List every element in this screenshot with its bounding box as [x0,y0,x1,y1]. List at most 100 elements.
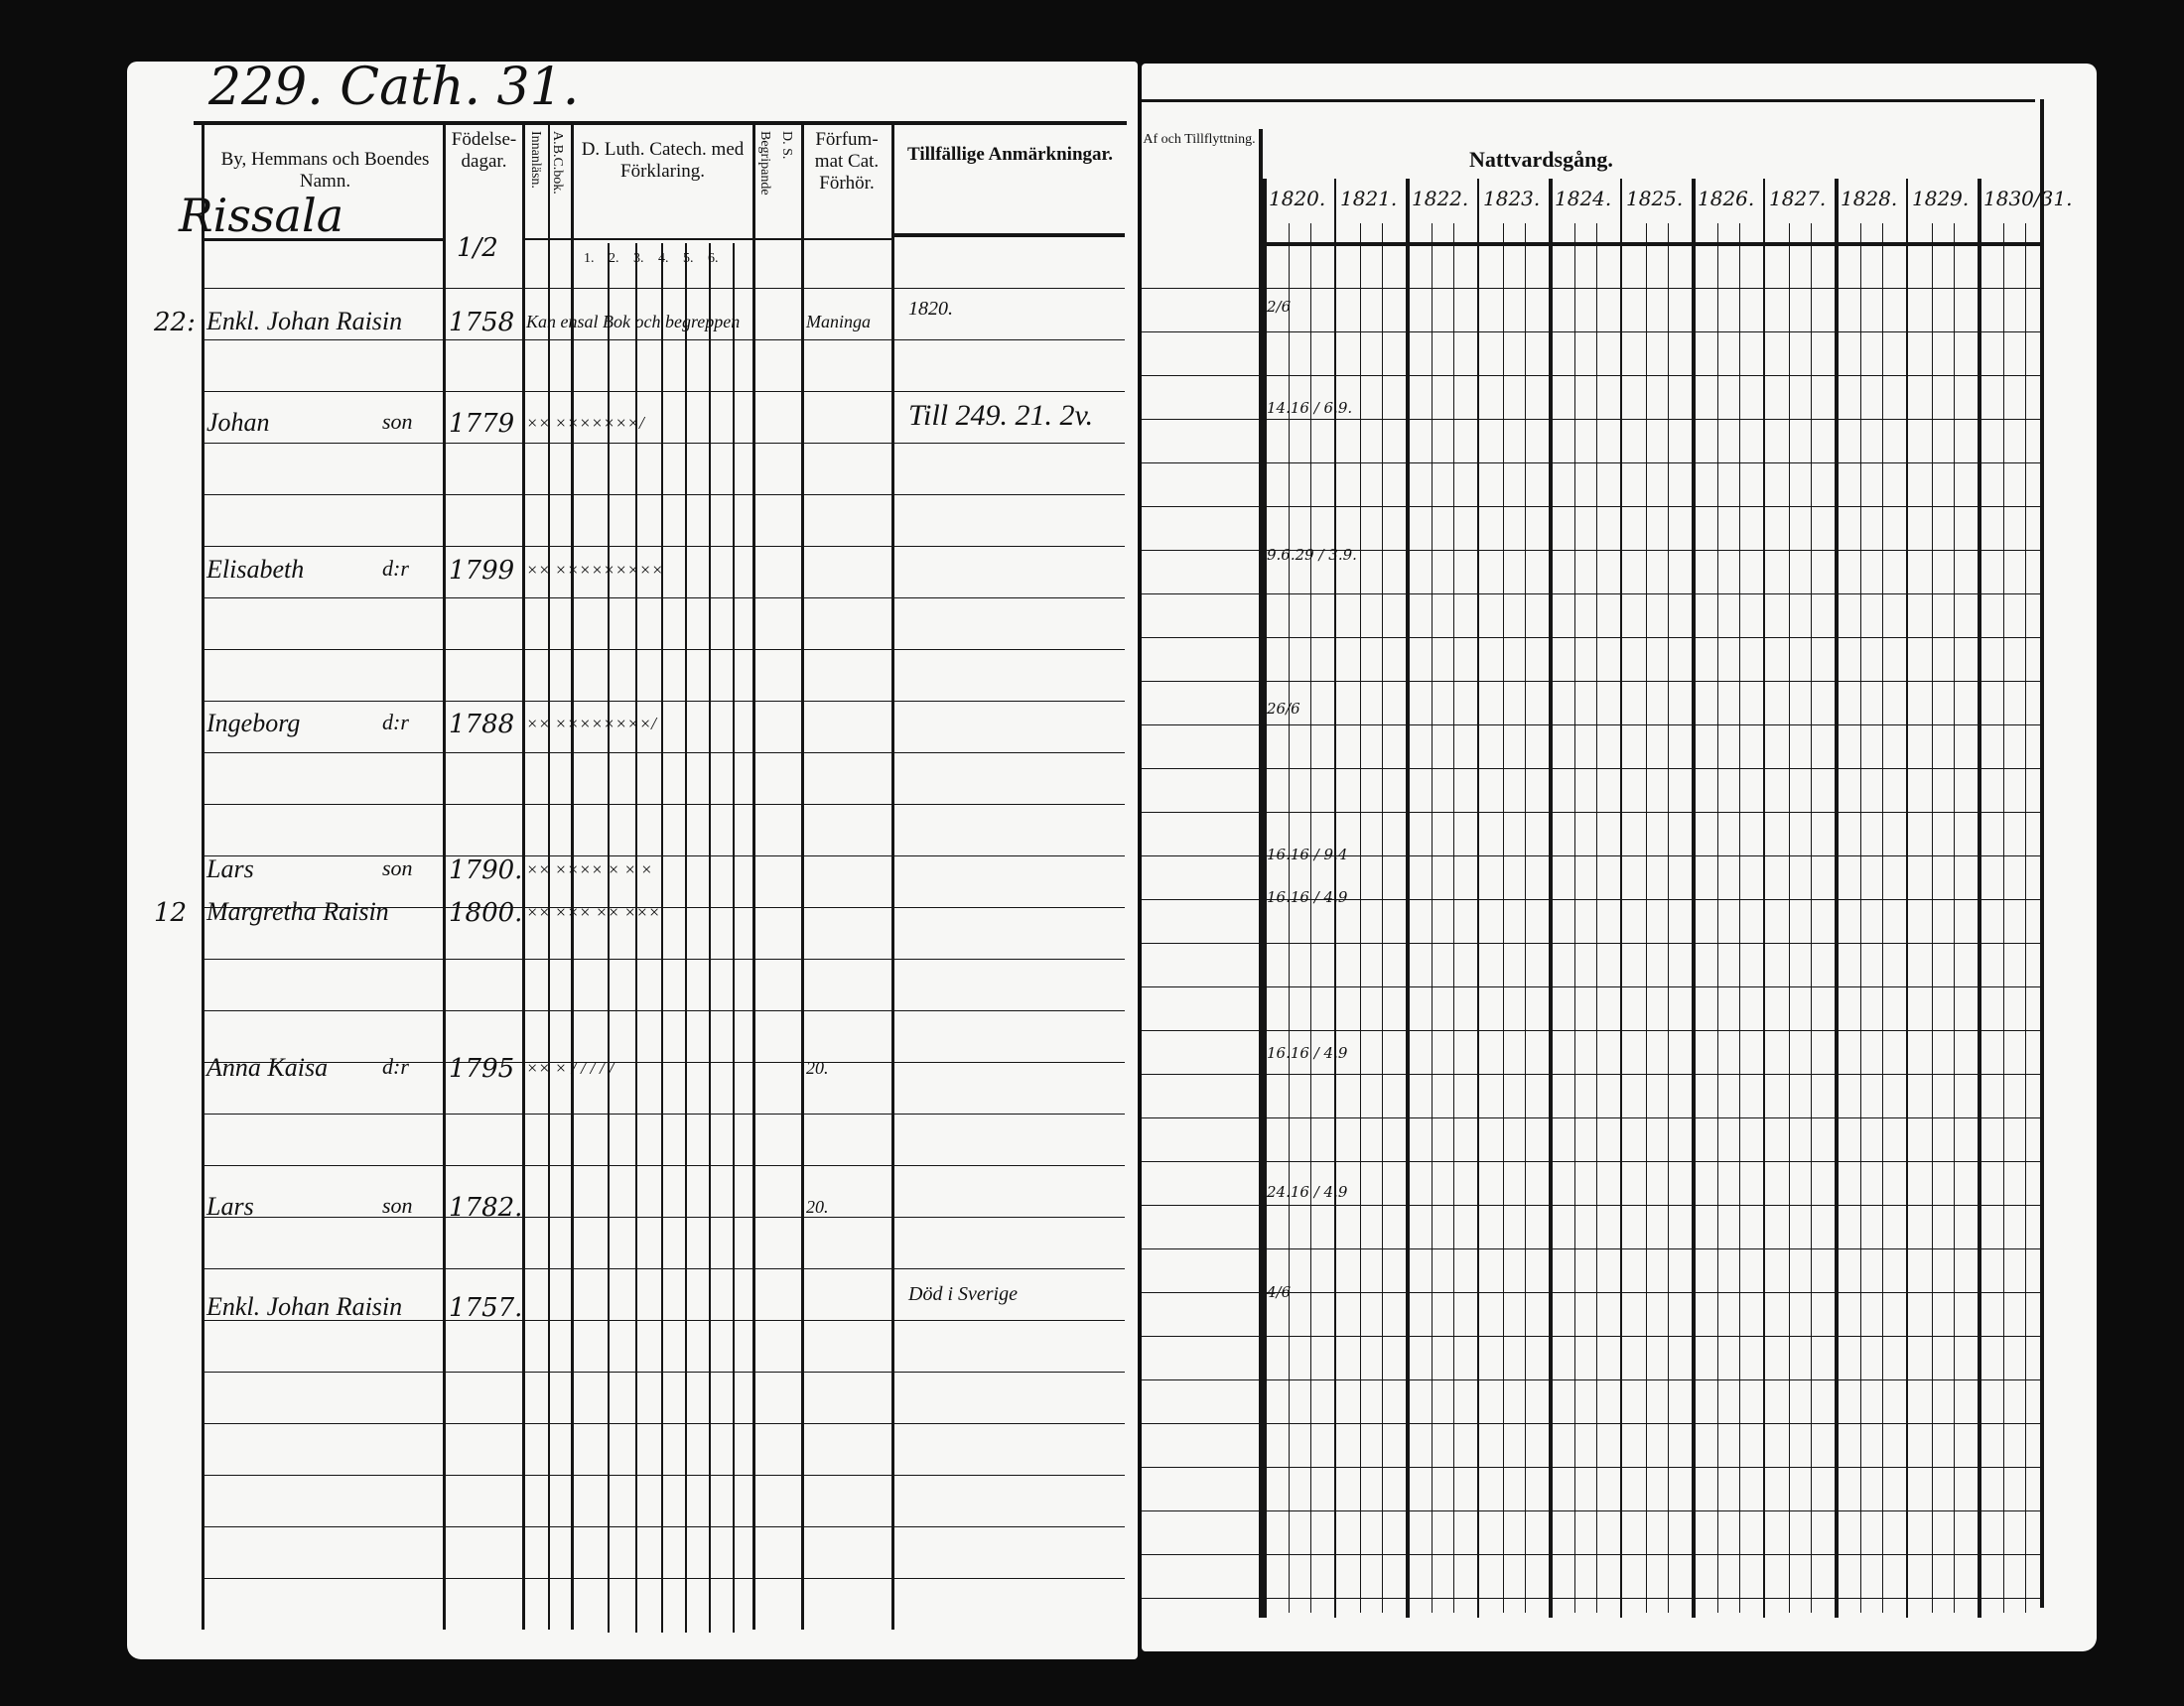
rule-line [443,121,446,1630]
rule-line [1406,179,1410,1618]
rule-line [202,1320,1125,1321]
rule-line [635,243,637,1633]
communion-date-1820: 16.16 / 4.9 [1267,1044,1348,1062]
header-abc: A.B.C.bok. [550,131,565,195]
rule-line [202,238,443,241]
rule-line [1596,223,1597,1613]
rule-line [1142,768,2040,769]
entry-birth-year: 1758 [449,308,515,337]
year-column-header: 1829. [1912,187,1970,210]
header-birth: Födelse-dagar. [451,129,517,172]
rule-line [202,1526,1125,1527]
rule-line [522,121,525,1630]
rule-line [1525,223,1526,1613]
entry-name: Johan [206,408,270,437]
rule-line [1668,223,1669,1613]
rule-line [202,1114,1125,1115]
rule-line [202,1423,1125,1424]
rule-line [1142,855,2040,856]
rule-line [801,121,804,1630]
rule-line [2025,223,2026,1613]
entry-birth-year: 1782. [449,1193,523,1223]
header-understanding: Begripande [757,131,772,196]
entry-catechism-marks: ×× ×××××××/ [526,413,644,433]
rule-line [891,233,1125,237]
rule-line [685,243,687,1633]
rule-line [1142,986,2040,987]
communion-date-1820: 4/6 [1267,1283,1292,1301]
entry-name: Ingeborg [206,709,301,737]
rule-line [1882,223,1883,1613]
rule-line [202,1217,1125,1218]
entry-forfum: 20. [806,1197,829,1217]
entry-name: Enkl. Johan Raisin [206,307,403,335]
rule-line [1142,506,2040,507]
rule-line [1954,223,1955,1613]
year-column-header: 1821. [1340,187,1398,210]
rule-line [202,1475,1125,1476]
page-heading: 229. Cath. 31. [208,58,580,117]
entry-relation: d:r [382,710,409,734]
catechism-subcol-label: 4. [658,251,669,266]
rule-line [1142,331,2040,332]
rule-line [1142,1510,2040,1511]
entry-birth-year: 1779 [449,409,515,439]
rule-line [202,494,1125,495]
year-column-header: 1822. [1412,187,1469,210]
catechism-subcol-label: 6. [708,251,719,266]
year-column-header: 1830/31. [1983,187,2073,210]
rule-line [1453,223,1454,1613]
rule-line [202,1578,1125,1579]
entry-margin-number: 22: [154,308,196,337]
rule-line [194,121,1127,125]
rule-line [1142,1074,2040,1075]
header-forfum: Förfum-mat Cat. Förhör. [814,129,880,194]
rule-line [1360,223,1361,1613]
year-column-header: 1824. [1555,187,1612,210]
rule-line [608,243,610,1633]
header-name: By, Hemmans och Boendes Namn. [220,149,430,192]
year-column-header: 1826. [1698,187,1755,210]
rule-line [891,121,894,1630]
rule-line [548,121,550,1630]
rule-line [1142,1467,2040,1468]
communion-date-1820: 16.16 / 9.4 [1267,846,1348,863]
entry-name: Enkl. Johan Raisin [206,1292,403,1321]
rule-line [733,243,735,1633]
entry-note: 1820. [908,298,953,320]
rule-line [202,1010,1125,1011]
communion-date-1820: 16.16 / 4.9 [1267,888,1348,906]
rule-line [1549,179,1553,1618]
right-page [1142,64,2097,1651]
rule-line [202,391,1125,392]
year-column-header: 1825. [1626,187,1684,210]
header-communion: Nattvardsgång. [1469,147,1613,172]
rule-line [1477,179,1479,1618]
rule-line [202,443,1125,444]
entry-relation: d:r [382,556,409,581]
rule-line [1906,179,1908,1618]
catechism-subcol-label: 2. [609,251,619,266]
rule-line [1692,179,1696,1618]
rule-line [1142,1379,2040,1380]
rule-line [1835,179,1839,1618]
rule-line [1142,943,2040,944]
rule-line [1739,223,1740,1613]
rule-line [1263,242,2042,246]
rule-line [1142,288,2040,289]
entry-margin-number: 12 [154,898,188,928]
village-name: Rissala [179,189,344,242]
rule-line [1263,179,1267,1618]
entry-relation: son [382,855,413,880]
entry-name: Lars [206,854,254,883]
entry-catechism-marks: ×× ××××××××× [526,560,664,580]
entry-note: Död i Sverige [908,1283,1018,1305]
rule-line [752,121,755,1630]
rule-line [1142,1554,2040,1555]
rule-line [1574,223,1575,1613]
rule-line [1932,223,1933,1613]
rule-line [202,959,1125,960]
rule-line [1259,129,1263,1618]
year-column-header: 1827. [1769,187,1827,210]
rule-line [1620,179,1622,1618]
